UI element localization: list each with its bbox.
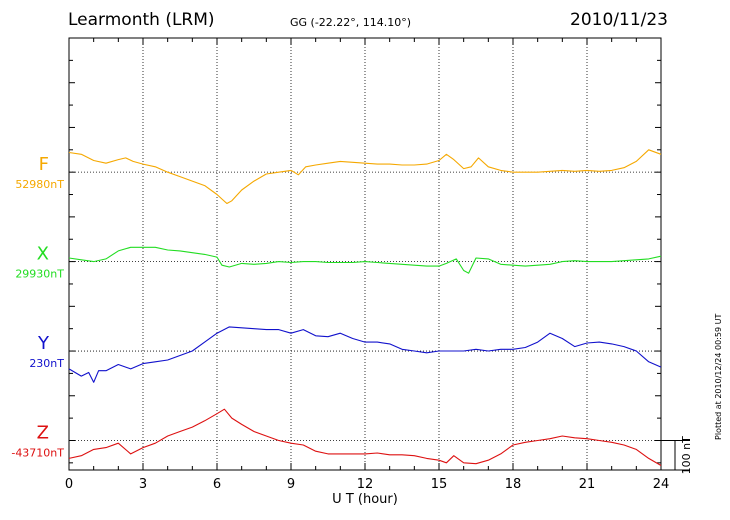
channel-label-Y: Y bbox=[37, 333, 50, 354]
x-tick-label: 15 bbox=[431, 477, 448, 492]
date-label: 2010/11/23 bbox=[570, 10, 668, 30]
channel-baseline-Z: -43710nT bbox=[11, 446, 64, 459]
series-line-F bbox=[68, 149, 662, 205]
x-tick-label: 24 bbox=[653, 477, 670, 492]
x-tick-label: 6 bbox=[213, 477, 221, 492]
series-line-Y bbox=[68, 326, 662, 383]
plotted-note: Plotted at 2010/12/24 00:59 UT bbox=[714, 313, 723, 440]
x-tick-label: 21 bbox=[579, 477, 596, 492]
channel-label-Z: Z bbox=[37, 422, 49, 443]
channel-label-F: F bbox=[39, 154, 49, 175]
x-tick-label: 9 bbox=[287, 477, 295, 492]
channel-label-X: X bbox=[37, 244, 49, 265]
station-title: Learmonth (LRM) bbox=[68, 10, 215, 30]
coordinates-label: GG (-22.22°, 114.10°) bbox=[290, 16, 412, 29]
series-line-X bbox=[68, 246, 662, 274]
channel-baseline-F: 52980nT bbox=[15, 178, 64, 191]
x-tick-label: 12 bbox=[357, 477, 374, 492]
x-tick-label: 3 bbox=[139, 477, 147, 492]
x-tick-label: 0 bbox=[65, 477, 73, 492]
channel-baseline-Y: 230nT bbox=[29, 357, 64, 370]
x-tick-label: 18 bbox=[505, 477, 522, 492]
channel-baseline-X: 29930nT bbox=[15, 268, 64, 281]
x-axis-label: U T (hour) bbox=[332, 492, 398, 507]
scale-bar-label: 100 nT bbox=[680, 436, 693, 474]
series-line-Z bbox=[68, 408, 662, 466]
